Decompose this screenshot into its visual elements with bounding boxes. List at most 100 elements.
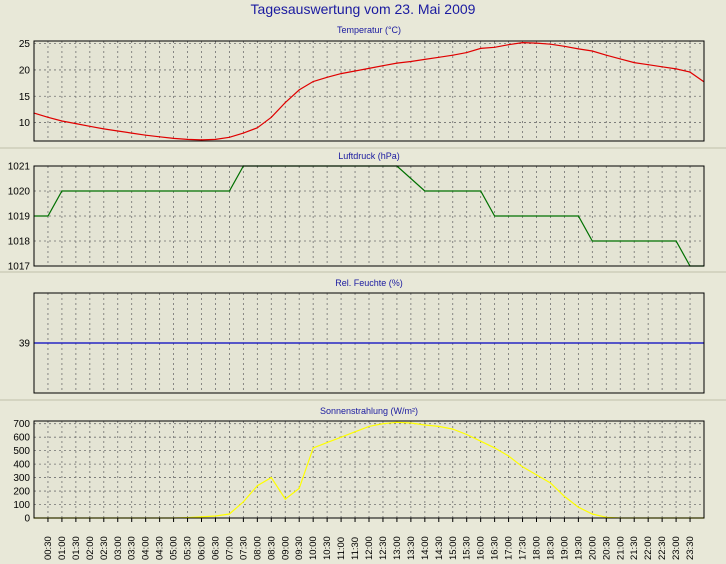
data-point	[647, 64, 649, 66]
data-point	[75, 123, 77, 125]
data-point	[605, 240, 607, 242]
x-tick-label: 07:00	[224, 536, 235, 560]
data-point	[521, 215, 524, 217]
y-tick-label: 500	[13, 446, 30, 457]
data-point	[661, 240, 663, 242]
data-point	[242, 132, 244, 134]
data-point	[89, 125, 91, 127]
data-point	[661, 66, 663, 68]
x-tick-label: 21:30	[629, 536, 640, 560]
data-point	[270, 477, 272, 479]
plot-frame	[33, 165, 705, 267]
x-tick-label: 09:00	[280, 536, 291, 560]
data-point	[438, 56, 440, 58]
y-tick-label: 15	[19, 92, 31, 103]
data-point	[256, 127, 258, 129]
data-point	[494, 46, 496, 48]
data-point	[424, 424, 426, 426]
data-point	[410, 422, 412, 424]
x-tick-label: 06:00	[197, 536, 208, 560]
y-tick-label: 25	[19, 39, 31, 50]
x-tick-label: 08:00	[252, 536, 263, 560]
data-point	[410, 60, 412, 63]
data-point	[368, 67, 370, 69]
x-tick-label: 05:30	[183, 536, 194, 560]
data-point	[452, 428, 454, 430]
data-point	[591, 513, 593, 515]
x-tick-label: 11:30	[350, 537, 361, 560]
chart-panel-1: 10 15 20 25 Temperatur (°C)	[19, 25, 705, 142]
data-point	[480, 47, 482, 50]
x-tick-label: 10:30	[322, 536, 333, 560]
x-tick-label: 18:30	[545, 536, 556, 560]
chart-title: Sonnenstrahlung (W/m²)	[320, 406, 418, 416]
data-point	[340, 73, 342, 75]
data-point	[535, 42, 538, 44]
data-point	[424, 190, 426, 192]
data-point	[563, 45, 566, 47]
data-point	[452, 54, 454, 56]
chart-title: Rel. Feuchte (%)	[335, 278, 403, 288]
data-point	[521, 466, 524, 468]
data-point	[647, 240, 649, 242]
data-point	[312, 80, 314, 83]
data-point	[382, 65, 384, 67]
data-point	[159, 136, 161, 138]
data-point	[173, 137, 175, 139]
y-tick-label: 100	[13, 500, 30, 511]
y-tick-label: 10	[19, 118, 31, 129]
data-point	[494, 215, 496, 217]
y-tick-label: 700	[13, 419, 30, 430]
x-tick-label: 01:30	[71, 536, 82, 560]
page-title: Tagesauswertung vom 23. Mai 2009	[250, 1, 476, 17]
data-point	[200, 516, 203, 518]
data-point	[521, 42, 524, 44]
data-point	[298, 89, 300, 91]
data-point	[228, 513, 230, 515]
y-tick-label: 0	[24, 514, 30, 525]
x-tick-label: 13:30	[406, 536, 417, 560]
y-tick-label: 200	[13, 487, 30, 498]
chart-title: Temperatur (°C)	[337, 25, 401, 35]
x-tick-label: 23:30	[685, 536, 696, 560]
y-tick-label: 1020	[8, 187, 31, 198]
data-point	[354, 431, 356, 433]
data-point	[577, 48, 580, 50]
chart-panel-2: 1017 1018 1019 1020 1021 Luftdruck (hPa)	[8, 151, 705, 273]
data-point	[424, 58, 426, 61]
data-point	[563, 215, 566, 217]
x-tick-label: 03:30	[127, 536, 138, 560]
x-tick-label: 01:00	[57, 536, 68, 560]
data-point	[200, 139, 203, 141]
x-tick-label: 03:00	[113, 536, 124, 560]
data-point	[284, 102, 286, 104]
x-tick-label: 06:30	[210, 536, 221, 560]
data-point	[117, 130, 119, 132]
data-point	[535, 474, 538, 476]
y-tick-label: 400	[13, 460, 30, 471]
data-point	[508, 455, 510, 457]
data-point	[186, 138, 189, 140]
x-tick-label: 05:00	[169, 536, 180, 560]
x-tick-label: 07:30	[238, 536, 249, 560]
data-point	[689, 71, 691, 73]
x-tick-label: 09:30	[294, 536, 305, 560]
data-point	[535, 215, 538, 217]
data-point	[396, 62, 398, 64]
data-point	[340, 436, 342, 438]
data-point	[284, 498, 286, 500]
data-point	[61, 190, 63, 192]
data-point	[494, 447, 496, 449]
data-point	[563, 495, 566, 497]
x-tick-label: 18:00	[532, 536, 543, 560]
x-tick-label: 22:00	[643, 536, 654, 560]
data-point	[605, 54, 607, 56]
data-point	[549, 43, 552, 45]
data-point	[47, 116, 49, 118]
data-point	[326, 442, 328, 444]
x-tick-label: 15:30	[462, 536, 473, 560]
data-point	[508, 44, 510, 46]
data-point	[396, 421, 398, 423]
